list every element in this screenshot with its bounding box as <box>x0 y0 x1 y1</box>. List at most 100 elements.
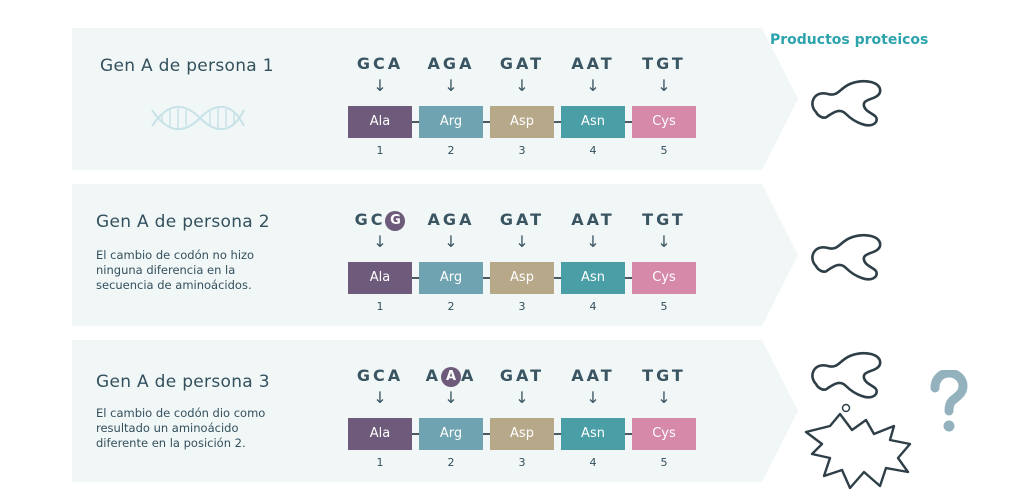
position-number: 2 <box>447 300 455 313</box>
protein-shape-misfolded-icon <box>804 412 912 490</box>
down-arrow-icon: ↓ <box>657 76 671 95</box>
codon-label: AGA <box>427 54 475 73</box>
description-line: ninguna diferencia en la <box>96 263 236 277</box>
position-number: 1 <box>376 300 384 313</box>
gene-title-2: Gen A de persona 2 <box>96 212 270 232</box>
gene-title-3: Gen A de persona 3 <box>96 372 270 392</box>
mutated-base-badge: G <box>385 211 406 231</box>
position-number: 5 <box>660 456 668 469</box>
codon-label: TGT <box>642 210 686 229</box>
description-line: resultado un aminoácido <box>96 421 239 435</box>
description-line: El cambio de codón dio como <box>96 406 266 420</box>
codon-label: GCA <box>356 54 404 73</box>
description-line: diferente en la posición 2. <box>96 436 246 450</box>
codon-label: AAT <box>571 366 615 385</box>
products-heading: Productos proteicos <box>770 32 929 48</box>
amino-acid-ala: Ala <box>348 106 412 138</box>
protein-shape-normal-icon <box>811 233 882 281</box>
down-arrow-icon: ↓ <box>515 76 529 95</box>
codon-base: A <box>425 366 441 385</box>
amino-acid-ala: Ala <box>348 418 412 450</box>
position-number: 5 <box>660 300 668 313</box>
gene-description-2: El cambio de codón no hizo ninguna difer… <box>96 248 336 293</box>
codon-label: AAT <box>571 54 615 73</box>
down-arrow-icon: ↓ <box>586 76 600 95</box>
position-number: 4 <box>589 456 597 469</box>
codon-label: GCA <box>356 366 404 385</box>
peptide-bond-line <box>625 433 633 435</box>
position-number: 4 <box>589 300 597 313</box>
codon-base: A <box>461 366 477 385</box>
down-arrow-icon: ↓ <box>515 388 529 407</box>
peptide-bond-line <box>483 121 491 123</box>
position-number: 1 <box>376 456 384 469</box>
down-arrow-icon: ↓ <box>373 76 387 95</box>
peptide-bond-line <box>412 277 420 279</box>
down-arrow-icon: ↓ <box>657 232 671 251</box>
panel-arrow-2 <box>752 184 798 326</box>
description-line: secuencia de aminoácidos. <box>96 278 252 292</box>
codon-label: GAT <box>499 210 545 229</box>
peptide-bond-line <box>554 433 562 435</box>
description-line: El cambio de codón no hizo <box>96 248 255 262</box>
panel-background-2 <box>72 184 752 326</box>
position-number: 2 <box>447 144 455 157</box>
position-number: 2 <box>447 456 455 469</box>
down-arrow-icon: ↓ <box>444 232 458 251</box>
peptide-bond-line <box>412 121 420 123</box>
codon-label: TGT <box>642 54 686 73</box>
amino-acid-asn: Asn <box>561 418 625 450</box>
position-number: 3 <box>518 300 526 313</box>
codon-label: GAT <box>499 54 545 73</box>
down-arrow-icon: ↓ <box>586 232 600 251</box>
amino-acid-arg: Arg <box>419 418 483 450</box>
amino-acid-asp: Asp <box>490 418 554 450</box>
transition-circle-icon <box>841 403 851 413</box>
amino-acid-ala: Ala <box>348 262 412 294</box>
peptide-bond-line <box>412 433 420 435</box>
down-arrow-icon: ↓ <box>373 388 387 407</box>
codon-label: AGA <box>427 210 475 229</box>
down-arrow-icon: ↓ <box>657 388 671 407</box>
amino-acid-arg: Arg <box>419 262 483 294</box>
panel-background-1 <box>72 28 752 170</box>
codon-base: GC <box>354 210 386 229</box>
amino-acid-asp: Asp <box>490 262 554 294</box>
codon-label: AAT <box>571 210 615 229</box>
dna-icon <box>151 105 245 131</box>
down-arrow-icon: ↓ <box>586 388 600 407</box>
down-arrow-icon: ↓ <box>373 232 387 251</box>
position-number: 5 <box>660 144 668 157</box>
amino-acid-arg: Arg <box>419 106 483 138</box>
gene-description-3: El cambio de codón dio como resultado un… <box>96 406 336 451</box>
protein-shape-normal-icon <box>811 79 882 127</box>
amino-acid-asn: Asn <box>561 262 625 294</box>
peptide-bond-line <box>483 433 491 435</box>
amino-acid-cys: Cys <box>632 262 696 294</box>
peptide-bond-line <box>625 121 633 123</box>
codon-label: GC G <box>345 210 415 231</box>
panel-arrow-1 <box>752 28 798 170</box>
protein-shape-normal-icon <box>811 351 882 399</box>
codon-label: GAT <box>499 366 545 385</box>
question-mark-icon <box>930 370 968 432</box>
amino-acid-cys: Cys <box>632 418 696 450</box>
position-number: 1 <box>376 144 384 157</box>
position-number: 3 <box>518 144 526 157</box>
amino-acid-asp: Asp <box>490 106 554 138</box>
position-number: 4 <box>589 144 597 157</box>
panel-background-3 <box>72 340 752 482</box>
peptide-bond-line <box>554 277 562 279</box>
gene-title-1: Gen A de persona 1 <box>100 56 274 76</box>
down-arrow-icon: ↓ <box>444 388 458 407</box>
peptide-bond-line <box>554 121 562 123</box>
down-arrow-icon: ↓ <box>515 232 529 251</box>
down-arrow-icon: ↓ <box>444 76 458 95</box>
mutated-base-badge: A <box>441 367 461 387</box>
codon-label: TGT <box>642 366 686 385</box>
panel-arrow-3 <box>752 340 798 482</box>
amino-acid-cys: Cys <box>632 106 696 138</box>
peptide-bond-line <box>625 277 633 279</box>
